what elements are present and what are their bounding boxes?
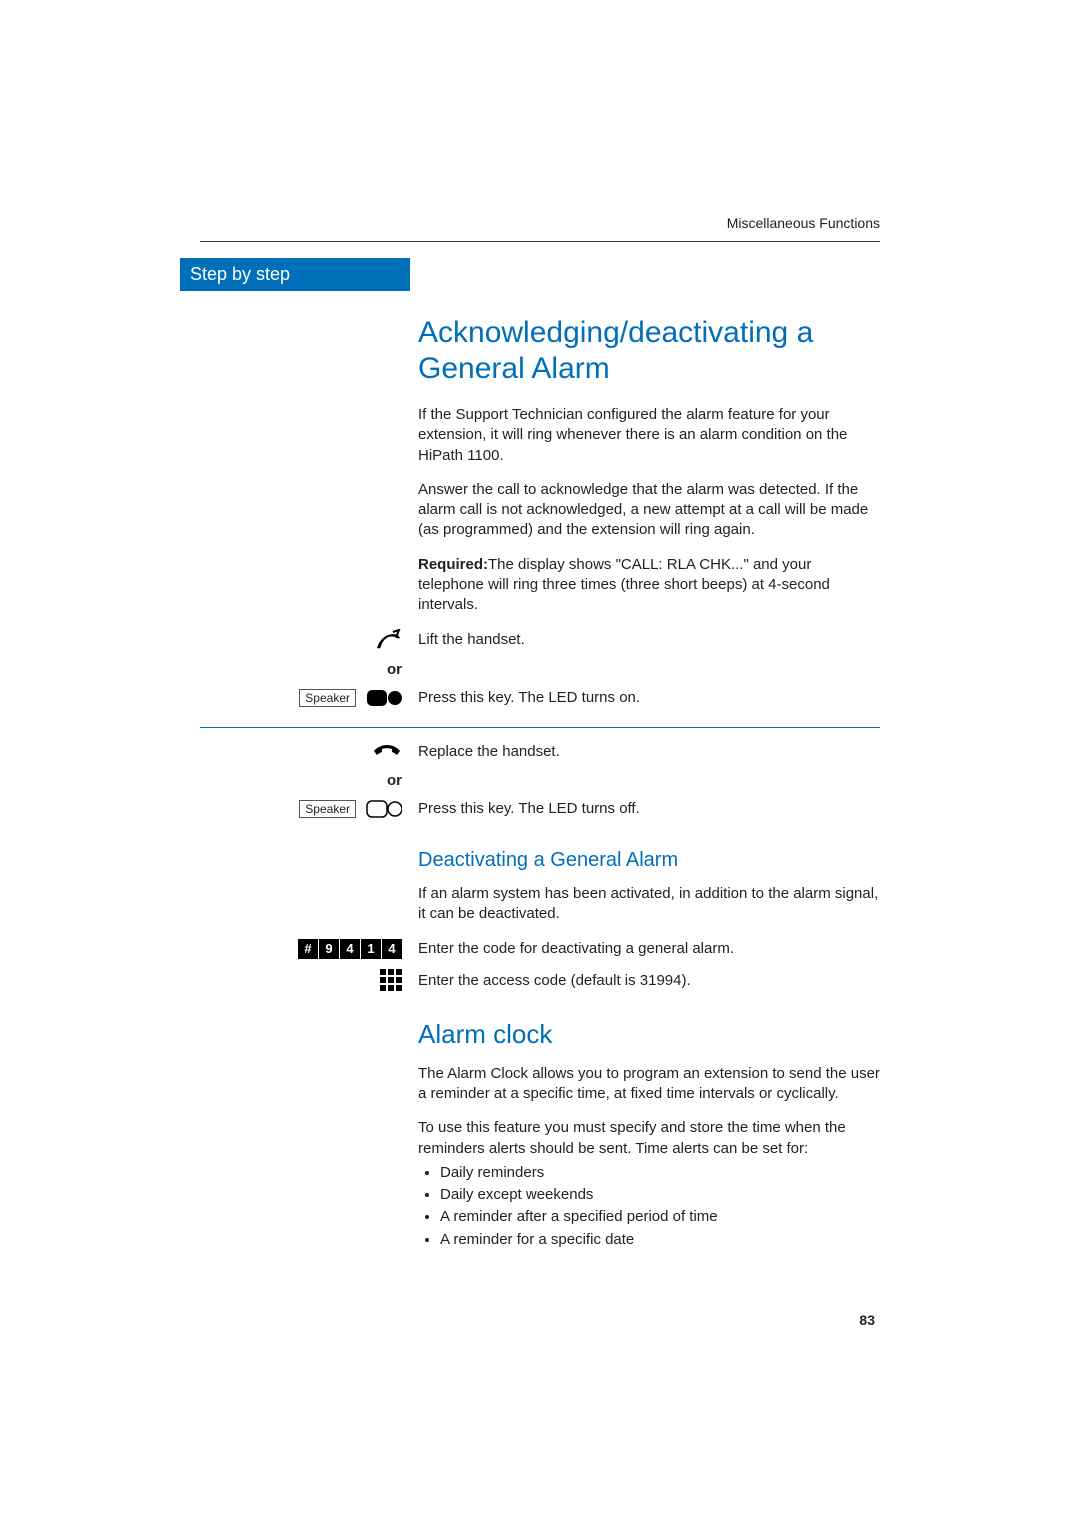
paragraph: Required:The display shows "CALL: RLA CH…: [418, 555, 880, 616]
required-label: Required:: [418, 556, 488, 573]
keypad-icon: [380, 969, 402, 993]
section-title: Alarm clock: [418, 1019, 880, 1050]
list-item: A reminder for a specific date: [440, 1230, 880, 1250]
step-by-step-bar: Step by step: [180, 258, 410, 291]
subsection-row: Deactivating a General Alarm If an alarm…: [200, 829, 880, 939]
subsection-title: Deactivating a General Alarm: [418, 849, 880, 872]
paragraph: The Alarm Clock allows you to program an…: [418, 1064, 880, 1105]
separator-row: [200, 719, 880, 742]
keycaps: # 9 4 1 4: [298, 939, 402, 959]
paragraph: To use this feature you must specify and…: [418, 1118, 880, 1159]
lift-handset-icon: [374, 629, 402, 651]
header-divider: [200, 241, 880, 242]
list-item: Daily reminders: [440, 1163, 880, 1183]
step-text: Press this key. The LED turns on.: [418, 688, 640, 708]
speaker-key-label: Speaker: [299, 689, 356, 707]
keycap: 4: [340, 939, 360, 959]
keycap: 4: [382, 939, 402, 959]
step-row: Speaker Press this key. The LED turns of…: [200, 799, 880, 819]
step-text: Lift the handset.: [418, 630, 525, 650]
content-area: Miscellaneous Functions Step by step Ack…: [200, 215, 880, 1252]
step-text: Replace the handset.: [418, 742, 560, 762]
or-label: or: [200, 772, 402, 789]
step-row: Enter the access code (default is 31994)…: [200, 969, 880, 993]
bullet-list: Daily reminders Daily except weekends A …: [418, 1163, 880, 1250]
blue-separator: [200, 727, 880, 728]
keycap: #: [298, 939, 318, 959]
speaker-key-off: Speaker: [299, 800, 402, 818]
keycap: 9: [319, 939, 339, 959]
step-text: Press this key. The LED turns off.: [418, 799, 640, 819]
section-row: Acknowledging/deactivating a General Ala…: [200, 299, 880, 629]
step-text: Enter the access code (default is 31994)…: [418, 971, 691, 991]
paragraph: Answer the call to acknowledge that the …: [418, 480, 880, 541]
or-row: or: [200, 772, 880, 789]
replace-handset-icon: [372, 743, 402, 761]
step-row: # 9 4 1 4 Enter the code for deactivatin…: [200, 939, 880, 959]
list-item: Daily except weekends: [440, 1185, 880, 1205]
paragraph: If the Support Technician configured the…: [418, 405, 880, 466]
or-row: or: [200, 661, 880, 678]
step-row: Lift the handset.: [200, 629, 880, 651]
keycap: 1: [361, 939, 381, 959]
list-item: A reminder after a specified period of t…: [440, 1207, 880, 1227]
running-header: Miscellaneous Functions: [200, 215, 880, 231]
step-text: Enter the code for deactivating a genera…: [418, 939, 734, 959]
page-number: 83: [859, 1312, 875, 1328]
speaker-key-label: Speaker: [299, 800, 356, 818]
speaker-key-on: Speaker: [299, 689, 402, 707]
paragraph: If an alarm system has been activated, i…: [418, 884, 880, 925]
or-label: or: [200, 661, 402, 678]
section-row: Alarm clock The Alarm Clock allows you t…: [200, 1003, 880, 1252]
step-row: Speaker Press this key. The LED turns on…: [200, 688, 880, 708]
manual-page: Miscellaneous Functions Step by step Ack…: [0, 0, 1080, 1528]
step-row: Replace the handset.: [200, 742, 880, 762]
section-title: Acknowledging/deactivating a General Ala…: [418, 315, 880, 387]
